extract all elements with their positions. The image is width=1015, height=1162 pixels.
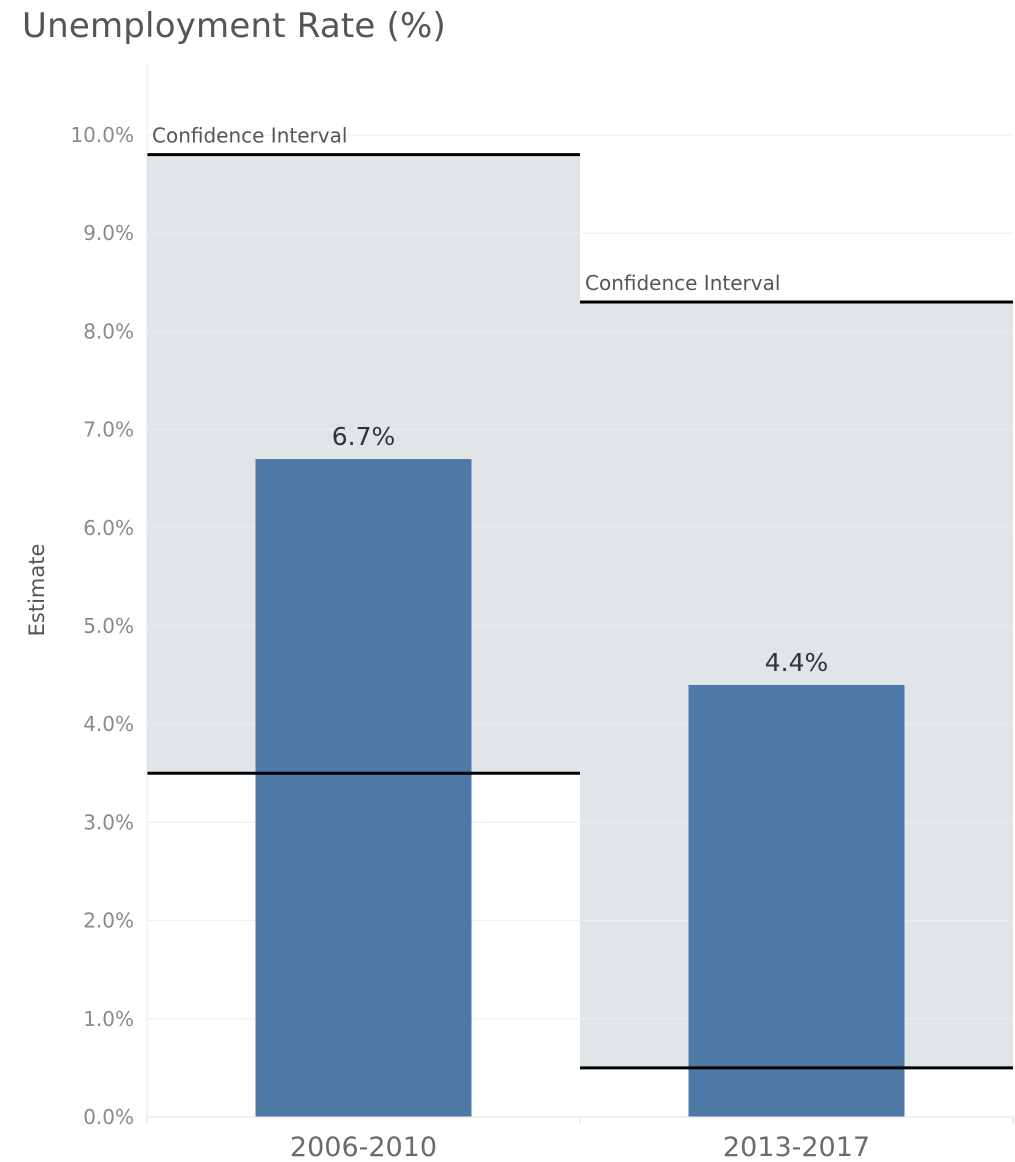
confidence-lines <box>147 153 1013 1070</box>
y-axis-title: Estimate <box>25 544 49 637</box>
y-tick-label: 1.0% <box>83 1007 134 1031</box>
y-tick-label: 5.0% <box>83 614 134 638</box>
ci-label: Confidence Interval <box>152 124 347 148</box>
y-tick-label: 3.0% <box>83 810 134 834</box>
bar <box>255 459 472 1117</box>
bar <box>688 684 905 1117</box>
y-tick-label: 4.0% <box>83 712 134 736</box>
y-tick-label: 0.0% <box>83 1105 134 1129</box>
y-tick-label: 10.0% <box>70 123 134 147</box>
x-category-label: 2013-2017 <box>723 1132 870 1162</box>
y-tick-label: 9.0% <box>83 221 134 245</box>
bar-value-label: 6.7% <box>332 422 396 451</box>
y-tick-label: 2.0% <box>83 909 134 933</box>
bar-value-label: 4.4% <box>765 648 829 677</box>
axes <box>146 65 1014 1124</box>
y-tick-label: 7.0% <box>83 418 134 442</box>
y-tick-label: 8.0% <box>83 319 134 343</box>
labels: 6.7% 4.4% Confidence Interval Confidence In… <box>25 123 870 1162</box>
ci-label: Confidence Interval <box>585 271 780 295</box>
bars <box>255 459 905 1117</box>
chart-title: Unemployment Rate (%) <box>22 6 446 46</box>
y-tick-label: 6.0% <box>83 516 134 540</box>
x-category-label: 2006-2010 <box>290 1132 437 1162</box>
